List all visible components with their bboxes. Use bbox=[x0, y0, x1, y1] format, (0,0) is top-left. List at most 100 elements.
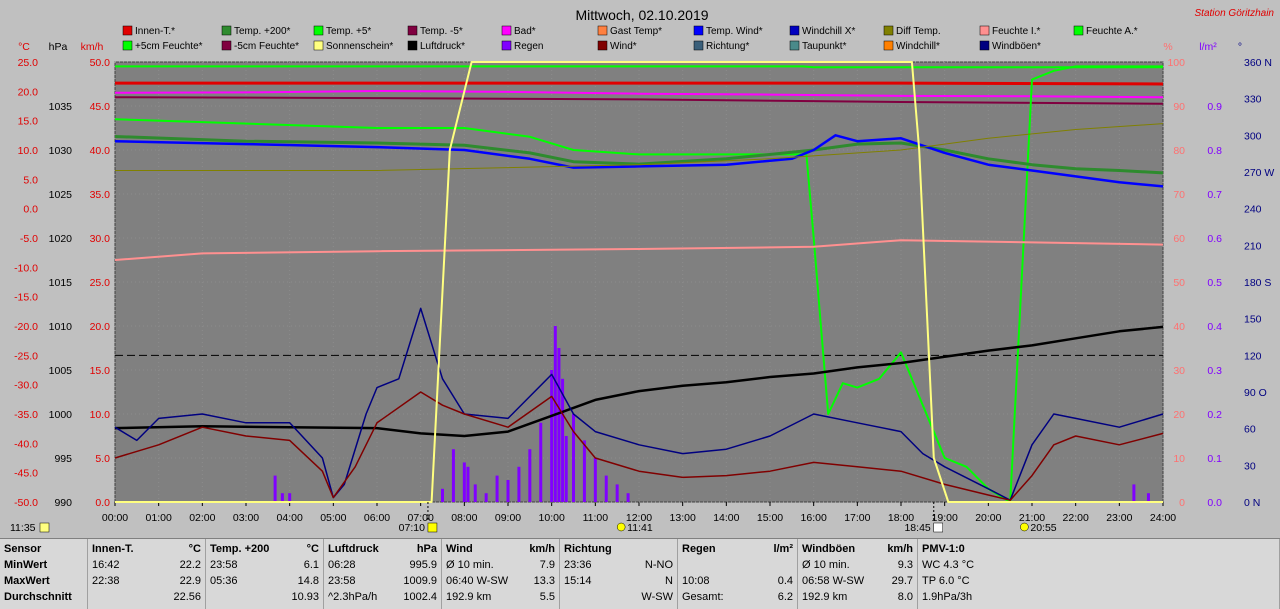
tick-labels: 25.0 20.0 15.0 10.0 5.0 0.0 -5.0 -10.0 -15.0 -20.… bbox=[14, 57, 1274, 524]
stats-value: 22.2 bbox=[179, 559, 201, 571]
legend-label: Wind* bbox=[610, 41, 637, 52]
legend-label: Feuchte I.* bbox=[992, 26, 1040, 37]
rain-bars bbox=[273, 326, 1150, 502]
stats-header: Richtung bbox=[564, 541, 673, 557]
tick-label-direction: 120 bbox=[1244, 350, 1262, 362]
x-tick-label: 22:00 bbox=[1063, 512, 1089, 524]
noon-time: 11:41 bbox=[627, 522, 653, 534]
tick-label-humidity: 0 bbox=[1179, 497, 1185, 509]
stats-header: Regen l/m² bbox=[682, 541, 793, 557]
legend-swatch bbox=[883, 40, 894, 51]
tick-label-pressure: 1000 bbox=[49, 409, 73, 421]
stats-label: 06:40 W-SW bbox=[446, 575, 509, 587]
rain-bar bbox=[451, 449, 455, 502]
legend-label: Sonnenschein* bbox=[326, 41, 393, 52]
stats-label: 06:58 W-SW bbox=[802, 575, 865, 587]
series-line-innen-t bbox=[115, 81, 1164, 86]
legend-label: -5cm Feuchte* bbox=[234, 41, 299, 52]
tick-label-rain: 0.4 bbox=[1207, 321, 1222, 333]
x-tick-label: 10:00 bbox=[539, 512, 565, 524]
stats-block-pmv-1-0: PMV-1:0 WC 4.3 °C TP 6.0 °C 1.9hPa/3h bbox=[918, 539, 1280, 609]
tick-label-rain: 0.0 bbox=[1207, 497, 1222, 509]
moonrise-time: 11:35 bbox=[10, 522, 36, 534]
noon-icon bbox=[616, 522, 626, 532]
tick-label-rain: 0.8 bbox=[1207, 145, 1222, 157]
tick-label-wind: 25.0 bbox=[90, 277, 111, 289]
legend-label: Windchill X* bbox=[802, 26, 855, 37]
stats-label: 192.9 km bbox=[802, 591, 848, 603]
legend-label: Windchill* bbox=[896, 41, 940, 52]
rain-bar bbox=[550, 370, 554, 502]
x-tick-label: 24:00 bbox=[1150, 512, 1176, 524]
stats-row: 15:14 N bbox=[564, 573, 673, 589]
stats-row: 10.93 bbox=[210, 589, 319, 605]
axis-unit-humidity: % bbox=[1163, 41, 1172, 53]
stats-label: 23:58 bbox=[328, 575, 356, 587]
tick-label-direction: 330 bbox=[1244, 94, 1262, 106]
tick-label-temp: 5.0 bbox=[23, 174, 38, 186]
rain-bar bbox=[626, 493, 630, 502]
tick-label-wind: 40.0 bbox=[90, 145, 111, 157]
stats-header: Windböen km/h bbox=[802, 541, 913, 557]
stats-block-regen: Regen l/m² 10:08 0.4 Gesamt: 6.2 bbox=[678, 539, 798, 609]
legend-swatch bbox=[1073, 25, 1084, 36]
legend-item-5cm-feuchte: -5cm Feuchte* bbox=[221, 40, 299, 52]
rain-bar bbox=[572, 414, 575, 502]
stats-value: 13.3 bbox=[533, 575, 555, 587]
stats-label: Sensor bbox=[4, 543, 42, 555]
weather-chart: Mittwoch, 02.10.2019 Station Göritzhain … bbox=[10, 7, 1275, 534]
stats-value: 0.4 bbox=[777, 575, 793, 587]
x-tick-label: 09:00 bbox=[495, 512, 521, 524]
stats-label: 10:08 bbox=[682, 575, 710, 587]
series-line-sonnenschein bbox=[115, 61, 1163, 503]
stats-value: 10.93 bbox=[291, 591, 319, 603]
sunset-icon bbox=[933, 522, 943, 533]
x-tick-label: 19:00 bbox=[932, 512, 958, 524]
x-tick-label: 23:00 bbox=[1106, 512, 1132, 524]
tick-label-temp: -15.0 bbox=[14, 292, 38, 304]
legend-label: +5cm Feuchte* bbox=[135, 41, 203, 52]
tick-label-direction: 0 N bbox=[1244, 497, 1260, 509]
tick-label-rain: 0.3 bbox=[1207, 365, 1222, 377]
stats-header: Wind km/h bbox=[446, 541, 555, 557]
rain-bar bbox=[557, 348, 561, 502]
legend-label: Temp. +200* bbox=[234, 26, 291, 37]
legend-item-temp-wind: Temp. Wind* bbox=[693, 25, 763, 37]
legend-swatch bbox=[122, 25, 133, 36]
tick-label-wind: 45.0 bbox=[90, 101, 111, 113]
tick-label-temp: -35.0 bbox=[14, 409, 38, 421]
tick-label-humidity: 90 bbox=[1173, 101, 1185, 113]
stats-label: MaxWert bbox=[4, 575, 50, 587]
tick-label-pressure: 995 bbox=[54, 453, 72, 465]
stats-row: 23:58 6.1 bbox=[210, 557, 319, 573]
stats-label: MinWert bbox=[4, 559, 48, 571]
rain-bar bbox=[484, 493, 488, 502]
tick-label-pressure: 1015 bbox=[49, 277, 73, 289]
tick-label-direction: 180 S bbox=[1244, 277, 1271, 289]
stats-label: Luftdruck bbox=[328, 543, 379, 555]
moonset-time: 20:55 bbox=[1030, 522, 1056, 534]
rain-bar bbox=[441, 488, 444, 502]
legend-swatch bbox=[407, 40, 418, 51]
stats-row: Gesamt: 6.2 bbox=[682, 589, 793, 605]
stats-value: W-SW bbox=[641, 591, 673, 603]
tick-label-temp: -25.0 bbox=[14, 350, 38, 362]
legend-label: Temp. -5* bbox=[420, 26, 463, 37]
legend-item-luftdruck: Luftdruck* bbox=[407, 40, 465, 52]
rain-bar bbox=[495, 475, 499, 502]
legend-swatch bbox=[789, 25, 800, 36]
tick-label-humidity: 70 bbox=[1173, 189, 1185, 201]
legend-item-wind: Wind* bbox=[597, 40, 637, 52]
stats-label: PMV-1:0 bbox=[922, 543, 965, 555]
stats-label: 05:36 bbox=[210, 575, 238, 587]
stats-label: 23:36 bbox=[564, 559, 592, 571]
stats-value: 22.56 bbox=[173, 591, 201, 603]
stats-row: 23:36 N-NO bbox=[564, 557, 673, 573]
tick-label-rain: 0.5 bbox=[1207, 277, 1222, 289]
tick-label-direction: 150 bbox=[1244, 314, 1262, 326]
series-line-diff-temp bbox=[115, 123, 1164, 171]
legend-label: Luftdruck* bbox=[420, 41, 465, 52]
tick-label-wind: 35.0 bbox=[90, 189, 111, 201]
legend-label: Regen bbox=[514, 41, 543, 52]
stats-block-wind: Wind km/h Ø 10 min. 7.9 06:40 W-SW 13.3 192.9 … bbox=[442, 539, 560, 609]
